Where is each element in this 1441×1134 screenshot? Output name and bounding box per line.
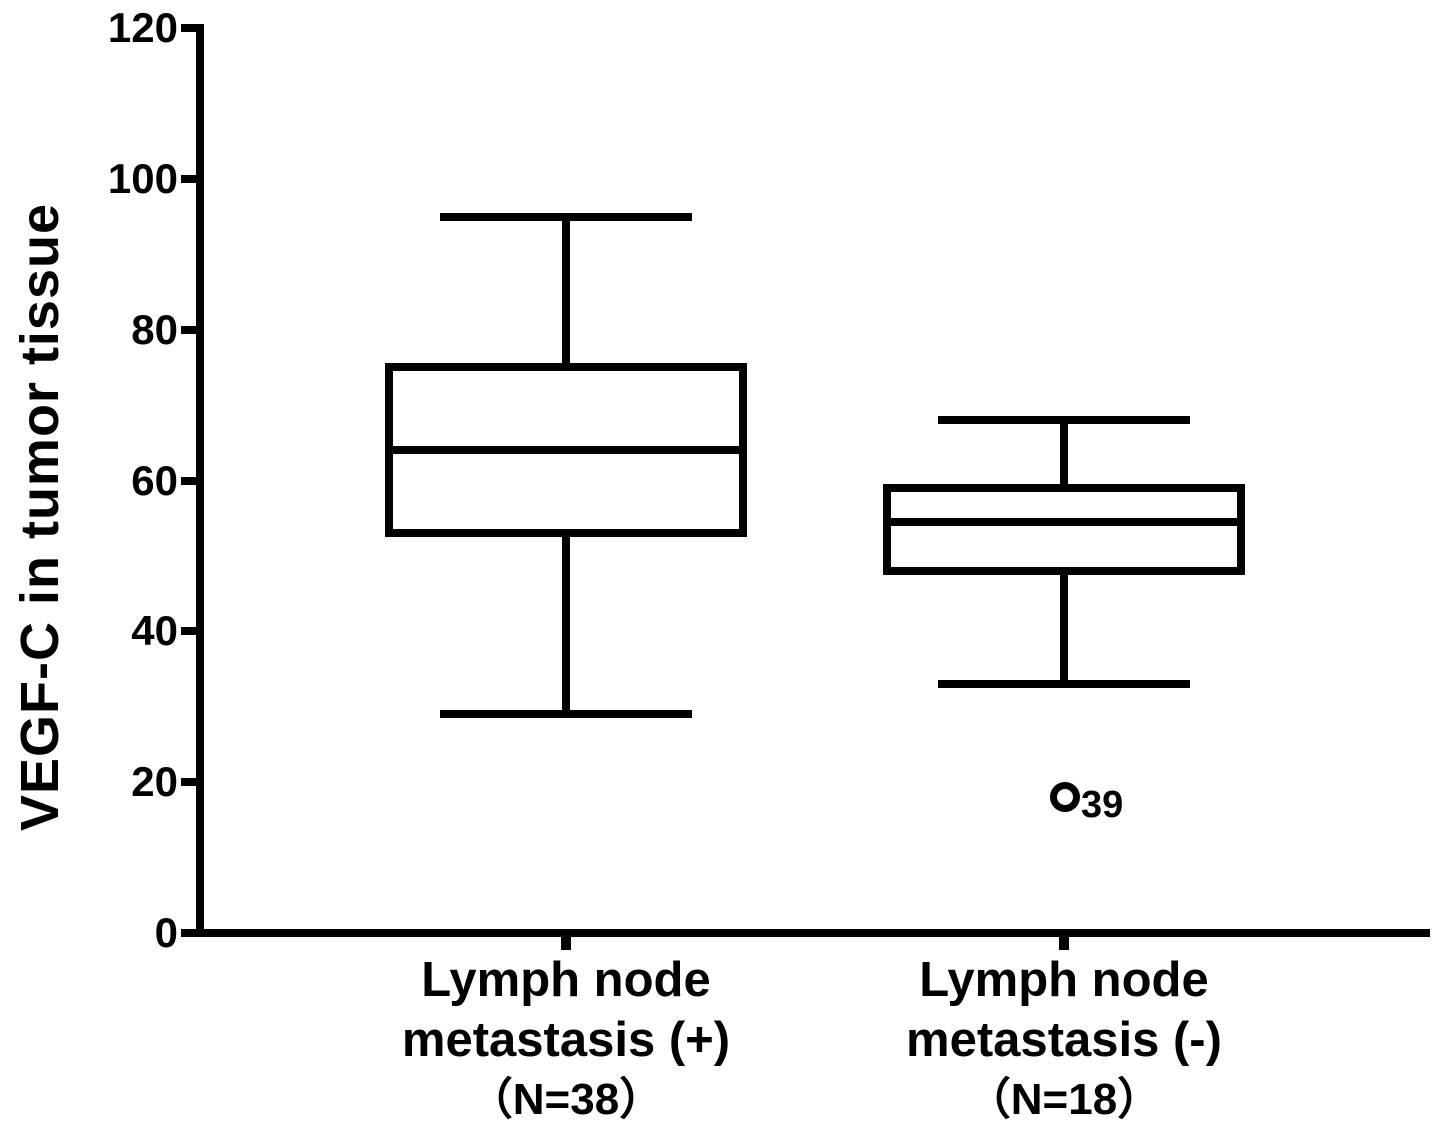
category-label: Lymph node metastasis (+) （N=38） — [306, 950, 826, 1130]
y-tick — [181, 476, 196, 485]
whisker-stem-bottom — [562, 533, 570, 715]
y-tick-label: 0 — [154, 909, 178, 956]
y-tick — [181, 325, 196, 334]
x-tick — [1059, 937, 1069, 950]
y-tick-label: 60 — [131, 456, 178, 504]
y-tick-label: 120 — [107, 4, 178, 51]
whisker-cap-bottom — [440, 710, 692, 719]
y-axis-line — [196, 24, 204, 937]
whisker-cap-top — [440, 212, 692, 221]
category-label-line: metastasis (-) — [906, 1013, 1222, 1067]
y-tick — [181, 24, 196, 32]
category-label-line: metastasis (+) — [401, 1013, 731, 1067]
x-tick — [561, 937, 571, 950]
whisker-cap-bottom — [938, 680, 1190, 689]
category-label-line: Lymph node — [421, 953, 711, 1007]
y-tick — [181, 778, 196, 787]
y-tick-label: 80 — [131, 305, 178, 353]
whisker-stem-bottom — [1060, 571, 1068, 685]
y-tick — [181, 627, 196, 636]
y-tick-label: 40 — [131, 607, 178, 655]
category-label-line: （N=38） — [468, 1075, 664, 1124]
y-tick-label: 100 — [107, 154, 178, 202]
outlier-case-label: 39 — [1081, 784, 1124, 827]
whisker-stem-top — [562, 216, 570, 368]
category-label-line: （N=18） — [966, 1075, 1162, 1124]
y-tick — [181, 929, 196, 937]
whisker-cap-top — [938, 416, 1190, 425]
category-label-line: Lymph node — [919, 953, 1209, 1007]
iqr-box — [883, 484, 1245, 575]
y-tick-label: 20 — [131, 758, 178, 806]
x-axis-line — [196, 929, 1430, 937]
y-tick — [181, 174, 196, 183]
median-line — [385, 446, 747, 455]
median-line — [883, 517, 1245, 526]
outlier-marker — [1050, 782, 1080, 813]
category-label: Lymph node metastasis (-) （N=18） — [804, 950, 1324, 1130]
whisker-stem-top — [1060, 420, 1068, 489]
